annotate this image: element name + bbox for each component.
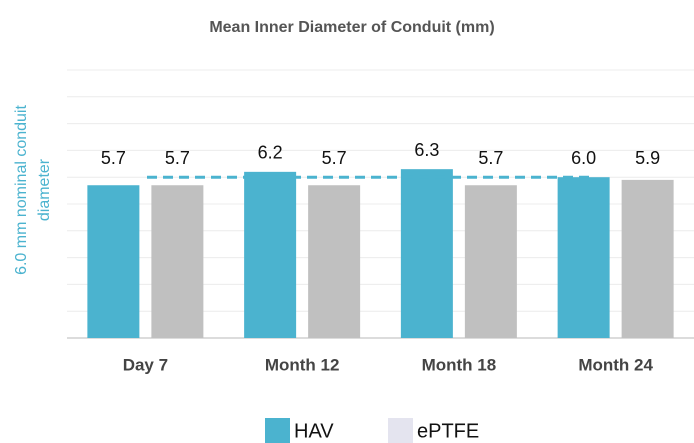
value-label: 6.3 [414, 140, 439, 160]
value-label: 5.9 [635, 148, 660, 168]
legend-swatch [388, 418, 413, 443]
reference-label: 6.0 mm nominal conduit [13, 105, 30, 275]
x-tick-label: Month 12 [265, 355, 340, 374]
bar [244, 171, 297, 338]
value-label: 6.2 [258, 143, 283, 163]
legend-label: ePTFE [417, 420, 479, 442]
legend-label: HAV [294, 420, 334, 442]
bar [308, 185, 361, 338]
value-label: 5.7 [101, 148, 126, 168]
bar [621, 179, 674, 338]
bar [557, 177, 610, 338]
reference-label: diameter [36, 158, 53, 221]
value-label: 5.7 [165, 148, 190, 168]
x-tick-label: Month 18 [422, 355, 497, 374]
bar [400, 169, 453, 338]
chart-title: Mean Inner Diameter of Conduit (mm) [209, 19, 494, 36]
value-label: 5.7 [322, 148, 347, 168]
x-tick-label: Month 24 [578, 355, 653, 374]
x-tick-label: Day 7 [123, 355, 168, 374]
bar [151, 185, 204, 338]
bar [464, 185, 517, 338]
legend-swatch [265, 418, 290, 443]
value-label: 6.0 [571, 148, 596, 168]
bar [87, 185, 140, 338]
value-label: 5.7 [478, 148, 503, 168]
